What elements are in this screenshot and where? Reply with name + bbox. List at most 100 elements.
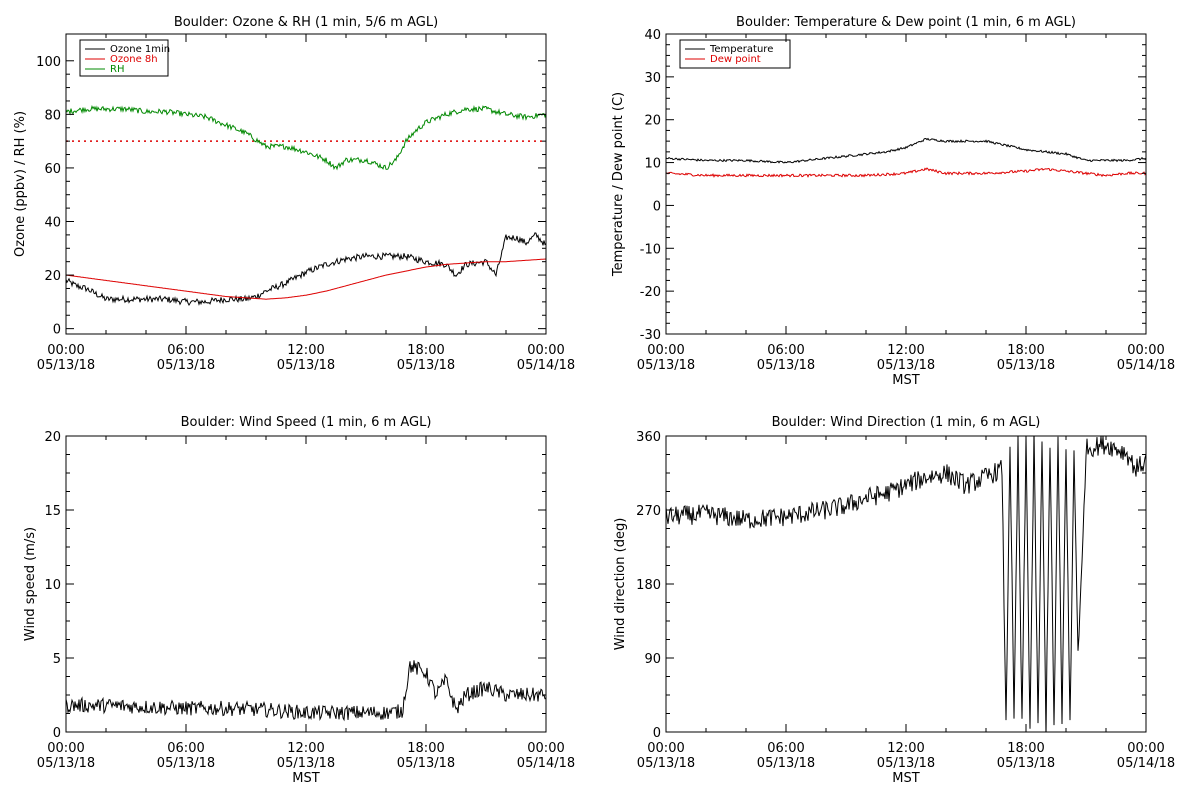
x-tick-label-date: 05/14/18 bbox=[517, 756, 575, 771]
x-tick-label-time: 06:00 bbox=[767, 741, 804, 756]
y-tick-label: -30 bbox=[640, 328, 661, 343]
chart-title: Boulder: Wind Speed (1 min, 6 m AGL) bbox=[181, 415, 432, 430]
plot-area bbox=[66, 104, 546, 307]
x-tick-label-date: 05/13/18 bbox=[37, 358, 95, 373]
x-tick-label-date: 05/13/18 bbox=[757, 756, 815, 771]
y-tick-label: 0 bbox=[653, 726, 661, 741]
y-tick-label: 360 bbox=[636, 430, 661, 445]
y-tick-label: 15 bbox=[44, 504, 61, 519]
y-axis-label: Ozone (ppbv) / RH (%) bbox=[13, 111, 28, 257]
series-line-ozone-1min bbox=[66, 232, 546, 307]
series-line-data-0 bbox=[666, 436, 1146, 732]
x-tick-label-time: 00:00 bbox=[1127, 741, 1164, 756]
x-tick-label-date: 05/13/18 bbox=[397, 756, 455, 771]
x-tick-label-date: 05/13/18 bbox=[157, 358, 215, 373]
x-tick-label-time: 18:00 bbox=[1007, 343, 1044, 358]
plot-frame bbox=[65, 33, 547, 335]
x-axis-label: MST bbox=[892, 373, 919, 388]
legend-label-dew-point: Dew point bbox=[710, 54, 761, 65]
y-tick-label: 80 bbox=[44, 108, 61, 123]
y-tick-label: 5 bbox=[53, 652, 61, 667]
x-tick-label-time: 12:00 bbox=[887, 343, 924, 358]
x-tick-label-time: 12:00 bbox=[287, 741, 324, 756]
y-tick-label: 90 bbox=[644, 652, 661, 667]
plot-frame bbox=[665, 33, 1147, 335]
x-tick-label-time: 06:00 bbox=[167, 741, 204, 756]
x-tick-label-date: 05/13/18 bbox=[997, 358, 1055, 373]
y-tick-label: 60 bbox=[44, 162, 61, 177]
plot-area bbox=[666, 137, 1146, 178]
x-tick-label-date: 05/13/18 bbox=[877, 358, 935, 373]
legend-label-ozone-8h: Ozone 8h bbox=[110, 54, 158, 65]
y-axis-label: Wind speed (m/s) bbox=[23, 527, 38, 641]
y-tick-label: 10 bbox=[44, 578, 61, 593]
y-axis-label: Temperature / Dew point (C) bbox=[611, 92, 626, 277]
x-tick-label-date: 05/13/18 bbox=[37, 756, 95, 771]
legend-box bbox=[79, 39, 169, 77]
x-tick-label-time: 00:00 bbox=[47, 343, 84, 358]
legend-label-rh: RH bbox=[110, 64, 124, 75]
x-tick-label-time: 18:00 bbox=[407, 343, 444, 358]
chart-title: Boulder: Temperature & Dew point (1 min,… bbox=[736, 15, 1076, 30]
y-tick-label: 30 bbox=[644, 71, 661, 86]
x-tick-label-time: 06:00 bbox=[167, 343, 204, 358]
x-tick-label-time: 18:00 bbox=[407, 741, 444, 756]
legend-box bbox=[679, 39, 791, 69]
x-tick-label-date: 05/13/18 bbox=[157, 756, 215, 771]
chart-title: Boulder: Ozone & RH (1 min, 5/6 m AGL) bbox=[174, 15, 438, 30]
x-tick-label-date: 05/13/18 bbox=[277, 358, 335, 373]
y-tick-label: 180 bbox=[636, 578, 661, 593]
x-tick-label-date: 05/13/18 bbox=[997, 756, 1055, 771]
x-tick-label-date: 05/13/18 bbox=[637, 358, 695, 373]
legend-label-temperature: Temperature bbox=[709, 44, 773, 55]
legend: Temperature Dew point bbox=[679, 39, 791, 69]
y-tick-label: 100 bbox=[36, 55, 61, 70]
x-tick-label-time: 00:00 bbox=[647, 343, 684, 358]
x-tick-label-date: 05/13/18 bbox=[637, 756, 695, 771]
ozone-rh-panel: Boulder: Ozone & RH (1 min, 5/6 m AGL) O… bbox=[13, 15, 575, 373]
series-line-rh bbox=[66, 104, 546, 171]
x-tick-label-time: 12:00 bbox=[287, 343, 324, 358]
chart-title: Boulder: Wind Direction (1 min, 6 m AGL) bbox=[772, 415, 1041, 430]
temperature-dewpoint-panel: Boulder: Temperature & Dew point (1 min,… bbox=[611, 15, 1175, 388]
wind-direction-panel: Boulder: Wind Direction (1 min, 6 m AGL)… bbox=[613, 415, 1175, 786]
x-tick-label-date: 05/13/18 bbox=[397, 358, 455, 373]
x-tick-label-time: 00:00 bbox=[527, 343, 564, 358]
y-tick-label: 0 bbox=[53, 323, 61, 338]
x-tick-label-time: 06:00 bbox=[767, 343, 804, 358]
x-tick-label-time: 00:00 bbox=[647, 741, 684, 756]
y-tick-label: 0 bbox=[53, 726, 61, 741]
y-tick-label: 20 bbox=[44, 269, 61, 284]
x-tick-label-date: 05/14/18 bbox=[1117, 358, 1175, 373]
y-tick-label: 40 bbox=[44, 216, 61, 231]
x-tick-label-time: 00:00 bbox=[47, 741, 84, 756]
x-tick-label-time: 00:00 bbox=[1127, 343, 1164, 358]
x-tick-label-date: 05/13/18 bbox=[277, 756, 335, 771]
series-line-data-0 bbox=[66, 660, 546, 722]
series-line-ozone-8h bbox=[66, 258, 546, 300]
y-tick-label: 20 bbox=[644, 114, 661, 129]
plot-area bbox=[66, 660, 546, 722]
y-tick-label: -10 bbox=[640, 242, 661, 257]
plot-area bbox=[666, 436, 1146, 732]
x-tick-label-date: 05/13/18 bbox=[877, 756, 935, 771]
x-tick-label-date: 05/14/18 bbox=[517, 358, 575, 373]
y-tick-label: 40 bbox=[644, 28, 661, 43]
x-tick-label-time: 00:00 bbox=[527, 741, 564, 756]
y-tick-label: 0 bbox=[653, 199, 661, 214]
legend: Ozone 1min Ozone 8h RH bbox=[79, 39, 170, 77]
x-tick-label-time: 18:00 bbox=[1007, 741, 1044, 756]
x-axis-label: MST bbox=[292, 771, 319, 786]
x-tick-label-time: 12:00 bbox=[887, 741, 924, 756]
y-tick-label: 270 bbox=[636, 504, 661, 519]
x-tick-label-date: 05/13/18 bbox=[757, 358, 815, 373]
y-tick-label: -20 bbox=[640, 285, 661, 300]
legend-label-ozone-1min: Ozone 1min bbox=[110, 44, 170, 55]
series-line-temperature bbox=[666, 137, 1146, 164]
y-axis-label: Wind direction (deg) bbox=[613, 518, 628, 651]
y-tick-label: 10 bbox=[644, 157, 661, 172]
wind-speed-panel: Boulder: Wind Speed (1 min, 6 m AGL) Win… bbox=[23, 415, 575, 786]
y-tick-label: 20 bbox=[44, 430, 61, 445]
x-axis-label: MST bbox=[892, 771, 919, 786]
